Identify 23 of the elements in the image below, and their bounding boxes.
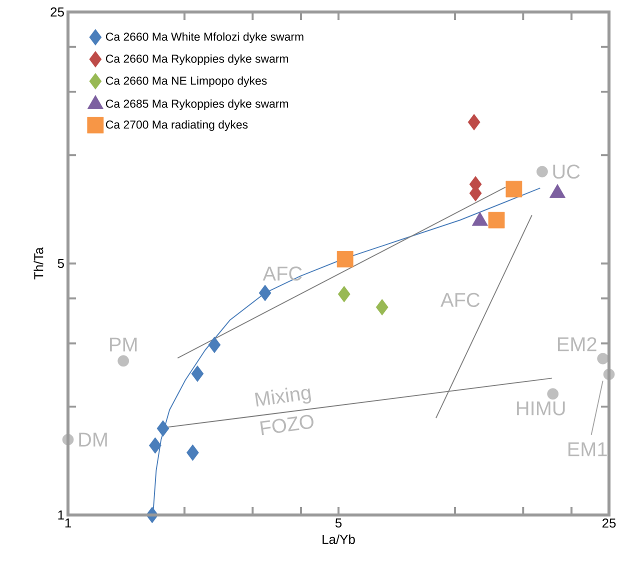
legend-label: Ca 2660 Ma NE Limpopo dykes xyxy=(106,76,267,88)
x-tick-label: 5 xyxy=(335,518,342,528)
y-tick-label: 5 xyxy=(58,258,64,268)
annotation: HIMU xyxy=(517,401,565,416)
annotation: FOZO xyxy=(260,414,314,436)
annotation: EM2 xyxy=(558,337,596,352)
annotation: UC xyxy=(553,164,580,179)
annotation: DM xyxy=(79,432,107,446)
legend-label: Ca 2700 Ma radiating dykes xyxy=(106,120,248,131)
legend-label: Ca 2685 Ma Rykoppies dyke swarm xyxy=(106,99,288,110)
annotation: Mixing xyxy=(254,388,311,406)
legend-label: Ca 2660 Ma Rykoppies dyke swarm xyxy=(106,54,288,66)
y-tick-label: 1 xyxy=(58,510,64,520)
x-tick-label: 1 xyxy=(65,518,71,528)
annotation: PM xyxy=(110,338,137,352)
legend-label: Ca 2660 Ma White Mfolozi dyke swarm xyxy=(106,32,304,44)
annotation: EM1 xyxy=(568,442,607,456)
x-tick-label: 25 xyxy=(602,518,616,528)
y-tick-label: 25 xyxy=(50,7,64,17)
y-axis-title: Th/Ta xyxy=(34,247,44,280)
x-axis-title: La/Yb xyxy=(322,534,355,544)
annotation: AFC xyxy=(262,266,302,281)
annotation: AFC xyxy=(440,292,480,307)
